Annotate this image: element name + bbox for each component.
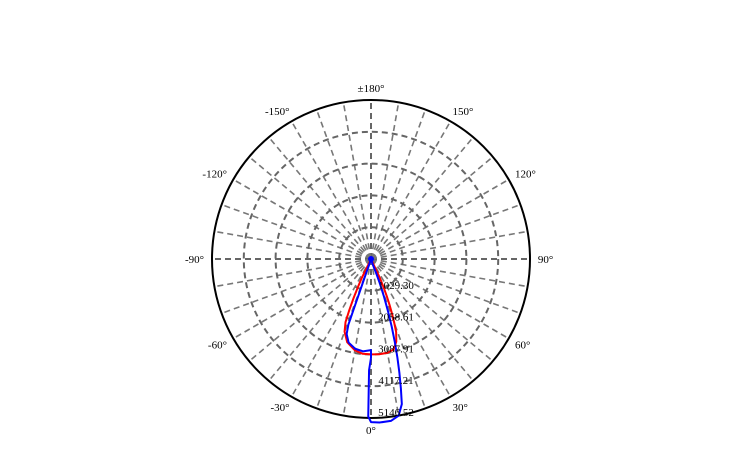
grid-spoke — [370, 178, 510, 260]
grid-spoke — [342, 102, 372, 260]
angle-tick-label: -150° — [265, 106, 290, 118]
grid-ring — [274, 162, 468, 356]
angle-tick-label: 150° — [452, 106, 473, 118]
radial-tick-label: 1029.30 — [378, 280, 414, 292]
angle-tick-label: -120° — [202, 169, 227, 181]
grid-spoke — [214, 230, 372, 260]
grid-spoke — [370, 258, 427, 409]
grid-spoke — [221, 258, 372, 315]
angle-tick-label: 30° — [452, 402, 467, 414]
grid-spoke — [370, 258, 510, 340]
angle-tick-label: 90° — [538, 254, 553, 266]
grid-spoke — [370, 156, 494, 260]
grid-spoke — [268, 258, 372, 382]
grid-spoke — [370, 203, 521, 260]
center-dot — [368, 256, 374, 262]
grid-spoke — [370, 136, 474, 260]
grid-spoke — [370, 258, 452, 398]
grid-spoke — [370, 258, 494, 362]
grid-spoke — [370, 258, 474, 382]
grid-spoke — [248, 258, 372, 362]
grid-spoke — [221, 203, 372, 260]
angle-tick-label: 0° — [366, 425, 376, 437]
radial-tick-label: 3087.91 — [378, 343, 414, 355]
angle-tick-label: -60° — [208, 339, 227, 351]
grid-spoke — [315, 258, 372, 409]
series-line-2 — [345, 258, 403, 424]
grid-spoke — [290, 120, 372, 260]
grid-ring — [338, 226, 404, 292]
grid-spoke — [232, 178, 372, 260]
grid-spoke — [370, 258, 400, 416]
label-layer: 0° 30° 60° 90° 120° 150° ±180° -150° -120° -90° -6… — [185, 83, 553, 437]
angle-tick-label: 120° — [515, 169, 536, 181]
radial-tick-label: 2058.61 — [378, 312, 414, 324]
grid-spoke — [370, 230, 528, 260]
outer-ring — [211, 99, 531, 419]
angle-tick-label: ±180° — [358, 83, 385, 95]
angle-tick-label: -90° — [185, 254, 204, 266]
grid-ring — [306, 194, 436, 324]
grid-spoke — [370, 258, 528, 288]
grid-spoke — [290, 258, 372, 398]
grid-spoke — [232, 258, 372, 340]
grid-spoke — [370, 109, 427, 260]
angle-tick-label: 60° — [515, 339, 530, 351]
grid-spoke — [370, 102, 400, 260]
grid-spoke — [370, 120, 452, 260]
polar-grid — [211, 99, 531, 419]
radial-tick-label: 4117.21 — [378, 375, 413, 387]
grid-spoke — [370, 258, 521, 315]
grid-spoke — [248, 156, 372, 260]
grid-spoke — [342, 258, 372, 416]
radial-tick-label: 5146.52 — [378, 407, 414, 419]
angle-tick-label: -30° — [270, 402, 289, 414]
grid-spoke — [315, 109, 372, 260]
grid-ring — [242, 130, 500, 388]
grid-spoke — [268, 136, 372, 260]
grid-spoke — [214, 258, 372, 288]
series-layer — [343, 256, 403, 424]
